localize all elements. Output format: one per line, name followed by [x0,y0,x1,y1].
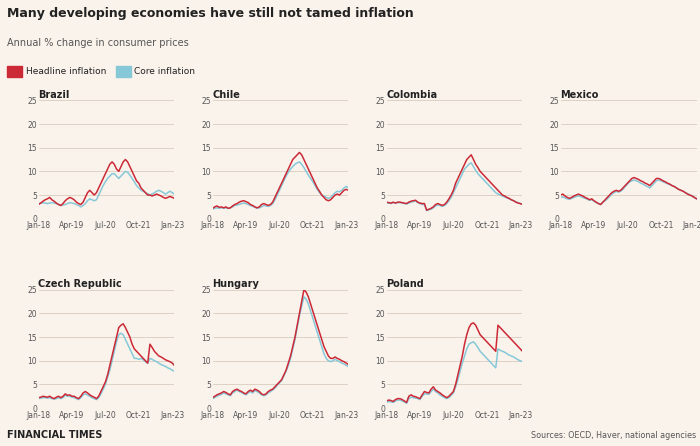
Text: FINANCIAL TIMES: FINANCIAL TIMES [7,430,102,440]
Text: Sources: OECD, Haver, national agencies: Sources: OECD, Haver, national agencies [531,431,696,440]
Text: Hungary: Hungary [213,279,260,289]
Text: Headline inflation: Headline inflation [26,67,106,76]
Text: Annual % change in consumer prices: Annual % change in consumer prices [7,38,189,48]
Text: Brazil: Brazil [38,90,70,99]
Text: Many developing economies have still not tamed inflation: Many developing economies have still not… [7,7,414,20]
Text: Colombia: Colombia [386,90,438,99]
Text: Chile: Chile [213,90,240,99]
Text: Core inflation: Core inflation [134,67,195,76]
Text: Mexico: Mexico [561,90,599,99]
Text: Poland: Poland [386,279,424,289]
Text: Czech Republic: Czech Republic [38,279,122,289]
